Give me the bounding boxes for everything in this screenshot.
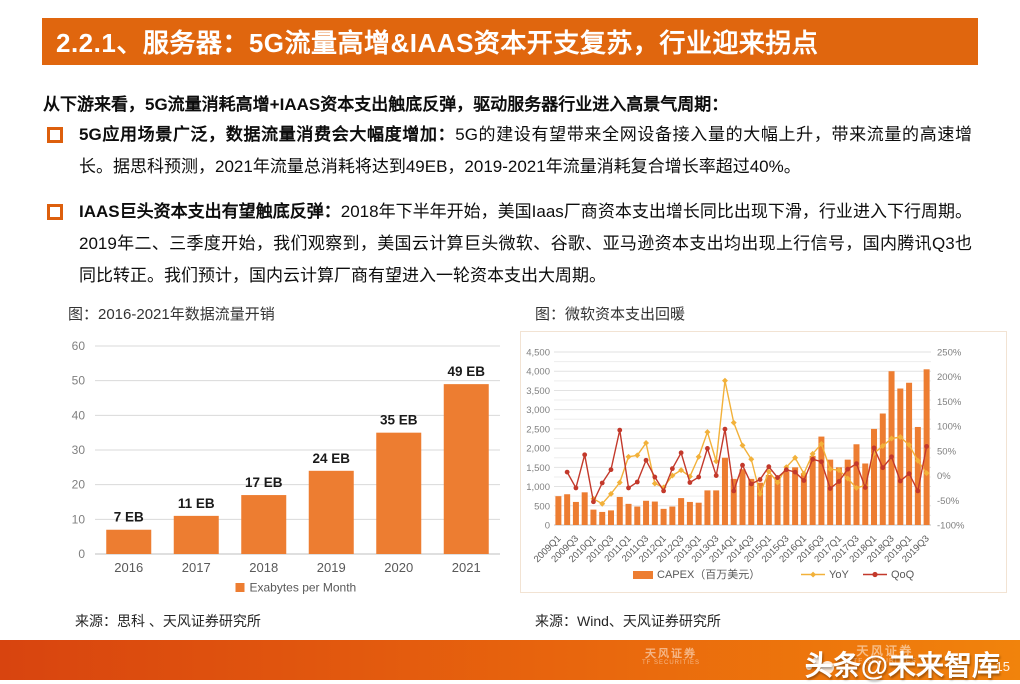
svg-text:150%: 150% [937,397,962,408]
svg-text:50: 50 [72,374,86,388]
svg-text:2017: 2017 [182,560,211,575]
bullet-square-icon [47,204,63,220]
watermark-cn-text: 天风证券 [856,645,914,659]
svg-text:CAPEX（百万美元）: CAPEX（百万美元） [657,568,760,581]
svg-text:2018: 2018 [249,560,278,575]
microsoft-capex-combo-chart-svg: 0 500 1,000 1,500 2,000 2,500 3,000 3,500 4,000 4… [526,348,965,582]
bullet-body: 5G的建设有望带来全网设备接入量的大幅上升，带来流量的高速增长。据思科预测，20… [79,125,972,176]
bullet-square-icon [47,127,63,143]
svg-text:250%: 250% [937,348,962,359]
bullet-item-1: 5G应用场景广泛，数据流量消费会大幅度增加：5G的建设有望带来全网设备接入量的大… [47,119,972,183]
svg-text:500: 500 [534,501,550,512]
svg-text:YoY: YoY [829,569,849,581]
svg-text:-100%: -100% [937,521,965,532]
svg-text:4,000: 4,000 [526,367,550,378]
data-traffic-bar-chart-svg: 0 10 20 30 40 50 60 7 EB 2016 11 EB 2017 17 EB 2018 2… [72,339,500,595]
svg-text:20: 20 [72,478,86,492]
watermark-en-text: TF SECURITIES [853,658,917,665]
svg-text:17 EB: 17 EB [245,475,283,490]
svg-text:0: 0 [78,547,85,561]
tf-securities-watermark: 天风证券 TF SECURITIES [853,645,917,666]
svg-text:3,000: 3,000 [526,405,550,416]
svg-text:30: 30 [72,443,86,457]
svg-text:100%: 100% [937,422,962,433]
bullet-text: 5G应用场景广泛，数据流量消费会大幅度增加：5G的建设有望带来全网设备接入量的大… [79,119,972,183]
svg-text:-50%: -50% [937,496,960,507]
svg-text:2,500: 2,500 [526,424,550,435]
svg-text:10: 10 [72,512,86,526]
bullet-text: IAAS巨头资本支出有望触底反弹：2018年下半年开始，美国Iaas厂商资本支出… [79,196,972,292]
watermark-en-text: TF SECURITIES [642,660,701,667]
bullet-lead: 5G应用场景广泛，数据流量消费会大幅度增加： [79,125,456,144]
data-traffic-bar-chart: 0 10 20 30 40 50 60 7 EB 2016 11 EB 2017 17 EB 2018 2… [48,336,513,602]
tf-logo-dots-icon [806,650,836,676]
bullet-item-2: IAAS巨头资本支出有望触底反弹：2018年下半年开始，美国Iaas厂商资本支出… [47,196,972,292]
svg-text:2020: 2020 [384,560,413,575]
svg-text:40: 40 [72,408,86,422]
right-chart-title: 图：微软资本支出回暖 [535,306,686,323]
svg-text:7 EB: 7 EB [114,510,144,525]
svg-text:3,500: 3,500 [526,386,550,397]
svg-text:200%: 200% [937,372,962,383]
svg-text:2016: 2016 [114,560,143,575]
bullet-body: 2018年下半年开始，美国Iaas厂商资本支出增长同比出现下滑，行业进入下行周期… [79,202,972,285]
svg-text:Exabytes per Month: Exabytes per Month [250,581,357,595]
right-chart-source: 来源：Wind、天风证券研究所 [535,613,721,629]
svg-text:QoQ: QoQ [891,569,915,581]
tf-securities-watermark: 天风证券 TF SECURITIES [642,648,700,667]
svg-text:24 EB: 24 EB [312,451,350,466]
left-chart-title: 图：2016-2021年数据流量开销 [68,306,275,323]
svg-text:49 EB: 49 EB [447,364,485,379]
microsoft-capex-combo-chart: 0 500 1,000 1,500 2,000 2,500 3,000 3,500 4,000 4… [520,331,1007,593]
svg-text:60: 60 [72,339,86,353]
watermark-brand: 头条@未来智库 [804,650,1000,681]
svg-text:2,000: 2,000 [526,444,550,455]
svg-text:0: 0 [545,521,550,532]
svg-text:2021: 2021 [452,560,481,575]
svg-text:11 EB: 11 EB [178,496,215,511]
watermark-cn-text: 天风证券 [645,648,697,660]
svg-text:1,500: 1,500 [526,463,550,474]
intro-statement: 从下游来看，5G流量消耗高增+IAAS资本支出触底反弹，驱动服务器行业进入高景气… [43,95,729,114]
svg-text:4,500: 4,500 [526,348,550,359]
svg-text:0%: 0% [937,471,951,482]
footer-band: 天风证券 TF SECURITIES 天风证券 TF SECURITIES 头条… [0,640,1020,681]
svg-text:1,000: 1,000 [526,482,550,493]
svg-text:2019: 2019 [317,560,346,575]
svg-text:50%: 50% [937,446,957,457]
section-title: 2.2.1、服务器：5G流量高增&IAAS资本开支复苏，行业迎来拐点 [56,28,819,58]
page-number: 15 [995,659,1010,674]
svg-text:35 EB: 35 EB [380,413,418,428]
section-title-bar: 2.2.1、服务器：5G流量高增&IAAS资本开支复苏，行业迎来拐点 [42,18,978,65]
bullet-lead: IAAS巨头资本支出有望触底反弹： [79,202,341,221]
left-chart-source: 来源：思科 、天风证券研究所 [75,613,261,629]
